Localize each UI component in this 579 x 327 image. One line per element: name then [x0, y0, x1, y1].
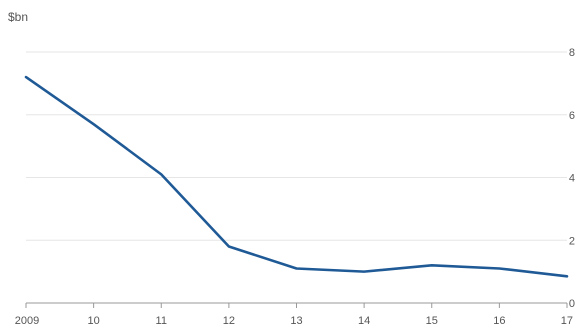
- gridlines: [26, 51, 567, 241]
- x-tick-label-2017: 17: [561, 315, 573, 327]
- x-tick-label-2011: 11: [156, 315, 167, 327]
- y-tick-label-8: 8: [569, 47, 575, 59]
- x-tick-label-2014: 14: [358, 315, 370, 327]
- x-axis-ticks: 2009 10 11 12 13 14 15 16 17: [15, 303, 573, 327]
- data-point-2015: [430, 264, 433, 267]
- y-tick-label-6: 6: [569, 110, 575, 122]
- y-axis-unit-label: $bn: [8, 10, 28, 24]
- x-tick-label-2013: 13: [290, 315, 302, 327]
- data-point-2010: [92, 123, 95, 126]
- x-tick-label-2012: 12: [223, 315, 235, 327]
- x-tick-label-2010: 10: [88, 315, 100, 327]
- series-layer: [24, 75, 569, 278]
- data-point-2011: [160, 173, 163, 176]
- y-tick-label-2: 2: [569, 235, 575, 247]
- data-point-2012: [228, 245, 231, 248]
- y-axis-ticks: 0 2 4 6 8: [569, 47, 575, 310]
- data-point-2013: [295, 267, 298, 270]
- data-point-2017: [566, 275, 569, 278]
- x-tick-label-2015: 15: [426, 315, 438, 327]
- y-tick-label-4: 4: [569, 173, 575, 185]
- data-point-2009: [25, 76, 28, 79]
- data-point-2016: [498, 267, 501, 270]
- data-point-2014: [363, 270, 366, 273]
- x-tick-label-2009: 2009: [15, 315, 39, 327]
- y-tick-label-0: 0: [569, 298, 575, 310]
- x-tick-label-2016: 16: [493, 315, 505, 327]
- series-line-0: [24, 75, 569, 278]
